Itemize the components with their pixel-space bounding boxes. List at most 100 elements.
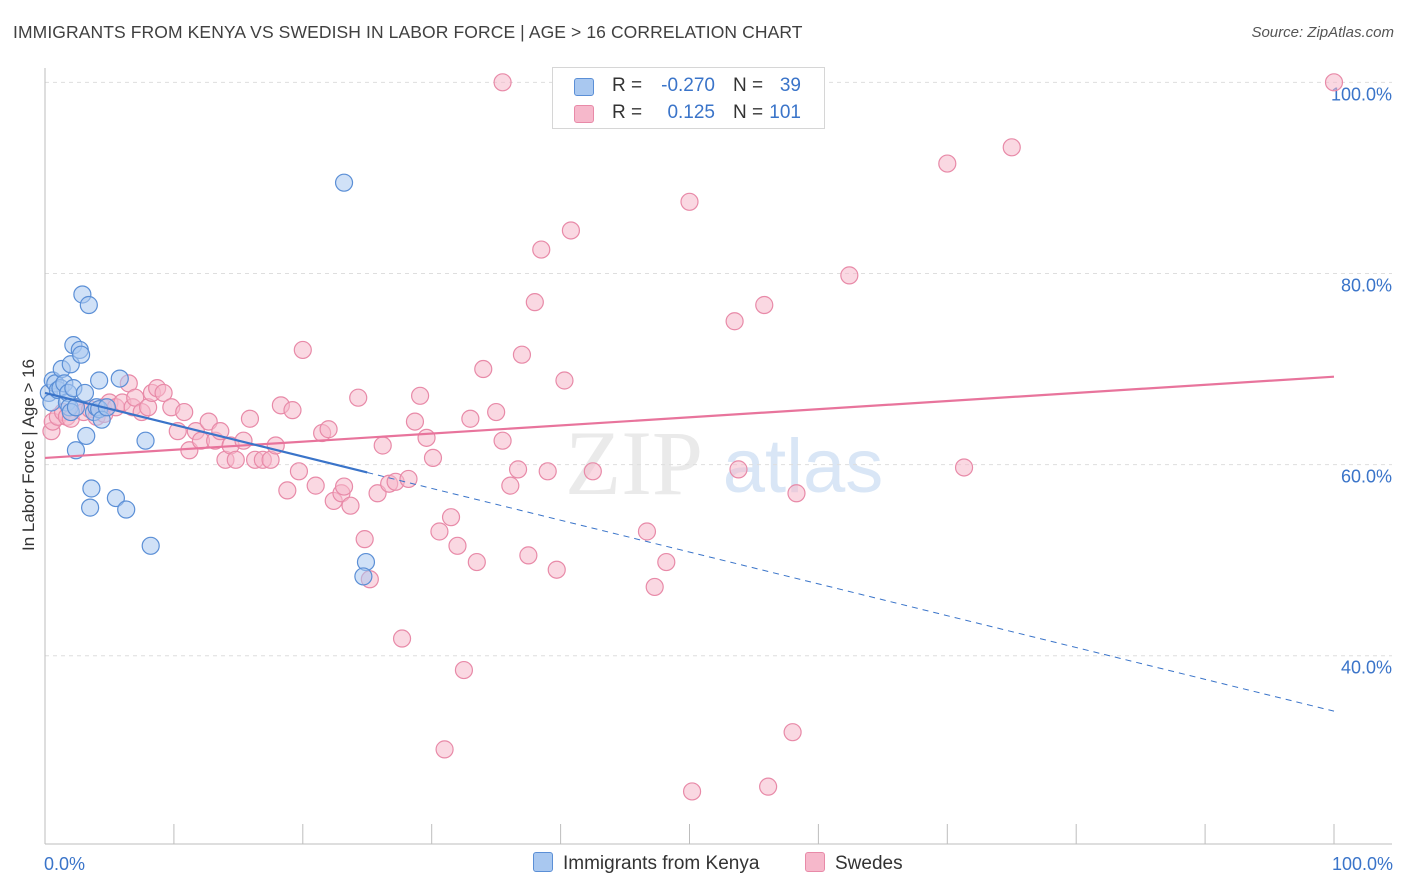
swedes-point	[938, 154, 957, 173]
kenya-point	[106, 488, 125, 508]
kenya-point	[79, 295, 98, 315]
swedes-point	[410, 386, 430, 405]
bottom-legend-kenya-label: Immigrants from Kenya	[563, 853, 760, 874]
legend-n-value: 39	[779, 75, 801, 96]
kenya-trendline-dashed	[367, 471, 1335, 712]
swedes-point	[454, 660, 474, 680]
swedes-point	[399, 469, 418, 489]
swedes-swatch	[805, 852, 825, 872]
swedes-point	[293, 340, 312, 360]
zipatlas-watermark: ZIP atlas	[565, 412, 883, 514]
swedes-point	[349, 388, 368, 407]
kenya-point	[110, 369, 129, 388]
swedes-point	[154, 383, 173, 403]
swedes-point	[319, 420, 338, 439]
kenya-point	[75, 383, 95, 403]
kenya-trendline-solid	[44, 391, 368, 474]
legend-row-swedes: R = 0.125 N = 101	[553, 101, 824, 127]
swedes-point	[783, 723, 802, 742]
x-tick-label: 100.0%	[1332, 854, 1393, 874]
watermark-zip: ZIP	[565, 412, 703, 514]
legend-row-kenya: R = -0.270 N = 39	[553, 74, 824, 100]
stats-legend: R = -0.270 N = 39 R = 0.125 N = 101	[552, 67, 825, 129]
swedes-point	[725, 312, 744, 331]
kenya-point	[141, 536, 160, 555]
swedes-point	[759, 777, 778, 796]
swedes-point	[355, 530, 374, 549]
swedes-point	[954, 458, 974, 477]
y-tick-label: 40.0%	[1341, 658, 1392, 678]
legend-r-label: R =	[612, 75, 643, 96]
swedes-point	[405, 412, 425, 431]
swedes-point	[583, 462, 602, 481]
swedes-point	[508, 460, 528, 479]
kenya-point	[334, 173, 354, 192]
swedes-point	[501, 476, 520, 495]
kenya-point	[82, 479, 101, 498]
swedes-point	[441, 508, 461, 527]
swedes-point	[555, 371, 574, 390]
y-gridlines	[45, 81, 1392, 657]
swedes-point	[175, 402, 194, 422]
legend-n-value: 101	[769, 102, 801, 123]
kenya-point	[136, 431, 155, 450]
swedes-point	[657, 552, 676, 572]
kenya-swatch	[574, 78, 594, 96]
swedes-point	[755, 295, 774, 315]
chart-title: IMMIGRANTS FROM KENYA VS SWEDISH IN LABO…	[13, 22, 803, 42]
swedes-point	[392, 629, 412, 648]
swedes-point	[1324, 73, 1344, 92]
swedes-point	[226, 450, 245, 469]
swedes-swatch	[574, 105, 594, 123]
swedes-point	[525, 293, 544, 312]
swedes-point	[729, 460, 748, 479]
bottom-legend-kenya: Immigrants from Kenya	[533, 852, 759, 875]
swedes-point	[493, 73, 512, 92]
swedes-point	[283, 401, 302, 420]
swedes-point	[532, 240, 551, 259]
kenya-point	[117, 500, 136, 519]
y-axis-label: In Labor Force | Age > 16	[19, 359, 38, 551]
swedes-point	[787, 484, 806, 503]
kenya-point	[71, 345, 91, 364]
y-tick-label: 100.0%	[1331, 84, 1392, 104]
swedes-point	[240, 409, 260, 428]
swedes-point	[341, 496, 360, 515]
kenya-point	[90, 371, 109, 390]
kenya-point	[66, 441, 86, 460]
swedes-point	[278, 481, 297, 500]
swedes-trendline	[44, 375, 1335, 460]
swedes-point	[680, 192, 699, 211]
swedes-point	[334, 477, 354, 496]
y-tick-labels: 100.0% 80.0% 60.0% 40.0%	[1331, 84, 1392, 677]
x-tick-labels: 0.0% 100.0%	[44, 854, 1393, 874]
swedes-point	[519, 546, 538, 565]
y-tick-label: 60.0%	[1341, 467, 1392, 487]
swedes-point	[840, 266, 859, 285]
swedes-point	[637, 522, 657, 541]
swedes-point	[417, 428, 436, 447]
swedes-point	[448, 536, 467, 555]
swedes-point	[682, 782, 702, 801]
source-label: Source: ZipAtlas.com	[1251, 24, 1394, 41]
swedes-point	[373, 436, 392, 455]
axes	[44, 68, 1392, 845]
series-kenya	[39, 173, 376, 586]
swedes-point	[561, 221, 581, 240]
swedes-point	[467, 552, 486, 572]
legend-n-label: N =	[733, 102, 764, 123]
x-tick-label: 0.0%	[44, 854, 85, 874]
swedes-point	[289, 462, 309, 481]
swedes-point	[547, 560, 566, 579]
swedes-point	[423, 448, 443, 468]
y-tick-label: 80.0%	[1341, 275, 1392, 295]
kenya-point	[77, 426, 96, 446]
kenya-point	[66, 398, 86, 417]
swedes-point	[435, 740, 454, 759]
kenya-point	[81, 498, 100, 517]
legend-r-value: 0.125	[667, 102, 715, 123]
trendlines	[44, 375, 1335, 712]
swedes-point	[461, 409, 480, 428]
kenya-point	[354, 567, 373, 586]
